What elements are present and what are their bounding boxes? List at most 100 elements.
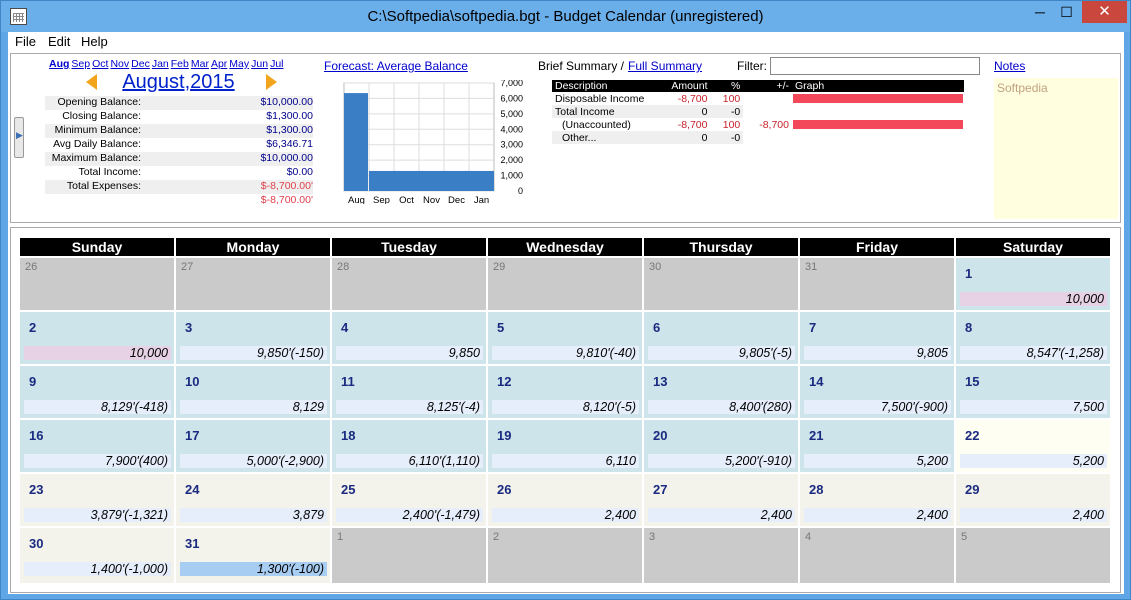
month-link-nov[interactable]: Nov [110, 58, 130, 70]
day-balance: 1,400'(-1,000) [24, 562, 171, 576]
col-graph[interactable]: Graph [792, 80, 964, 92]
day-cell[interactable]: 5 9,810'(-40) [488, 312, 642, 364]
day-cell[interactable]: 14 7,500'(-900) [800, 366, 954, 418]
day-cell[interactable]: 6 9,805'(-5) [644, 312, 798, 364]
menu-file[interactable]: File [15, 34, 36, 49]
month-link-aug[interactable]: Aug [49, 58, 70, 70]
summary-row[interactable]: Total Income 0 -0 [552, 105, 964, 118]
month-link-apr[interactable]: Apr [210, 58, 228, 70]
day-cell[interactable]: 29 [488, 258, 642, 310]
day-cell[interactable]: 19 6,110 [488, 420, 642, 472]
day-cell[interactable]: 30 [644, 258, 798, 310]
menu-edit[interactable]: Edit [48, 34, 71, 49]
day-number: 1 [965, 266, 973, 281]
day-cell[interactable]: 31 [800, 258, 954, 310]
day-cell[interactable]: 10 8,129 [176, 366, 330, 418]
day-cell[interactable]: 26 [20, 258, 174, 310]
day-cell[interactable]: 24 3,879 [176, 474, 330, 526]
x-tick-label: Dec [448, 195, 465, 204]
summary-row[interactable]: Disposable Income -8,700 100 [552, 92, 964, 105]
month-title[interactable]: August,2015 [122, 71, 235, 93]
day-cell[interactable]: 12 8,120'(-5) [488, 366, 642, 418]
day-cell[interactable]: 28 2,400 [800, 474, 954, 526]
day-cell[interactable]: 28 [332, 258, 486, 310]
day-cell[interactable]: 23 3,879'(-1,321) [20, 474, 174, 526]
day-cell[interactable]: 15 7,500 [956, 366, 1110, 418]
day-cell[interactable]: 16 7,900'(400) [20, 420, 174, 472]
col-percent[interactable]: % [710, 80, 744, 92]
day-balance: 5,000'(-2,900) [180, 454, 327, 468]
minimize-button[interactable]: ─ [1035, 4, 1045, 20]
filter-input[interactable] [770, 57, 980, 75]
day-cell[interactable]: 31 1,300'(-100) [176, 528, 330, 583]
day-balance: 2,400'(-1,479) [336, 508, 483, 522]
day-cell[interactable]: 25 2,400'(-1,479) [332, 474, 486, 526]
day-cell[interactable]: 3 [644, 528, 798, 583]
month-link-jun[interactable]: Jun [251, 58, 269, 70]
day-number: 26 [497, 482, 512, 497]
month-link-oct[interactable]: Oct [92, 58, 109, 70]
col-diff[interactable]: +/- [743, 80, 792, 92]
menu-help[interactable]: Help [81, 34, 108, 49]
summary-amount: 0 [658, 131, 711, 144]
day-number: 9 [29, 374, 37, 389]
month-link-feb[interactable]: Feb [170, 58, 189, 70]
balance-row: Minimum Balance: $1,300.00 [45, 124, 313, 138]
day-cell[interactable]: 9 8,129'(-418) [20, 366, 174, 418]
day-cell[interactable]: 2 10,000 [20, 312, 174, 364]
day-balance: 8,120'(-5) [492, 400, 639, 414]
day-cell[interactable]: 3 9,850'(-150) [176, 312, 330, 364]
summary-row[interactable]: Other... 0 -0 [552, 131, 964, 144]
panel-expander[interactable]: ▶ [14, 117, 24, 158]
day-cell[interactable]: 7 9,805 [800, 312, 954, 364]
day-cell[interactable]: 4 9,850 [332, 312, 486, 364]
day-cell[interactable]: 30 1,400'(-1,000) [20, 528, 174, 583]
title-bar[interactable]: C:\Softpedia\softpedia.bgt - Budget Cale… [1, 1, 1130, 32]
month-link-may[interactable]: May [229, 58, 250, 70]
day-cell[interactable]: 22 5,200 [956, 420, 1110, 472]
day-cell[interactable]: 2 [488, 528, 642, 583]
day-number: 23 [29, 482, 44, 497]
day-cell[interactable]: 27 [176, 258, 330, 310]
maximize-button[interactable]: ☐ [1060, 4, 1073, 20]
month-link-jan[interactable]: Jan [151, 58, 169, 70]
close-button[interactable]: ✕ [1082, 1, 1127, 23]
day-cell[interactable]: 1 10,000 [956, 258, 1110, 310]
day-cell[interactable]: 11 8,125'(-4) [332, 366, 486, 418]
month-link-sep[interactable]: Sep [71, 58, 91, 70]
day-cell[interactable]: 5 [956, 528, 1110, 583]
day-number: 1 [337, 531, 344, 543]
day-cell[interactable]: 29 2,400 [956, 474, 1110, 526]
day-cell[interactable]: 4 [800, 528, 954, 583]
day-cell[interactable]: 18 6,110'(1,110) [332, 420, 486, 472]
summary-row[interactable]: (Unaccounted) -8,700 100 -8,700 [552, 118, 964, 131]
notes-box[interactable]: Softpedia [994, 78, 1118, 219]
balance-label: Total Expenses: [66, 180, 141, 192]
balance-value: $10,000.00 [260, 96, 313, 108]
calendar-app-icon[interactable] [10, 8, 27, 25]
forecast-link[interactable]: Forecast: Average Balance [324, 59, 468, 73]
day-cell[interactable]: 20 5,200'(-910) [644, 420, 798, 472]
summary-amount: -8,700 [677, 92, 708, 105]
col-amount[interactable]: Amount [658, 80, 711, 92]
full-summary-link[interactable]: Full Summary [628, 59, 703, 73]
month-link-jul[interactable]: Jul [270, 58, 284, 70]
next-month-arrow-icon[interactable] [266, 74, 277, 90]
weekday-header-friday: Friday [800, 238, 954, 256]
day-cell[interactable]: 1 [332, 528, 486, 583]
summary-percent: 100 [722, 118, 741, 131]
balance-list: Opening Balance: $10,000.00 Closing Balanc… [45, 96, 313, 208]
day-cell[interactable]: 8 8,547'(-1,258) [956, 312, 1110, 364]
day-cell[interactable]: 26 2,400 [488, 474, 642, 526]
month-link-mar[interactable]: Mar [190, 58, 209, 70]
day-cell[interactable]: 17 5,000'(-2,900) [176, 420, 330, 472]
day-cell[interactable]: 13 8,400'(280) [644, 366, 798, 418]
y-tick-label: 7,000 [500, 80, 523, 88]
summary-graph-bar [793, 120, 963, 130]
day-cell[interactable]: 27 2,400 [644, 474, 798, 526]
prev-month-arrow-icon[interactable] [86, 74, 97, 90]
notes-link[interactable]: Notes [994, 59, 1026, 73]
day-cell[interactable]: 21 5,200 [800, 420, 954, 472]
col-description[interactable]: Description [552, 80, 659, 92]
month-link-dec[interactable]: Dec [131, 58, 150, 70]
